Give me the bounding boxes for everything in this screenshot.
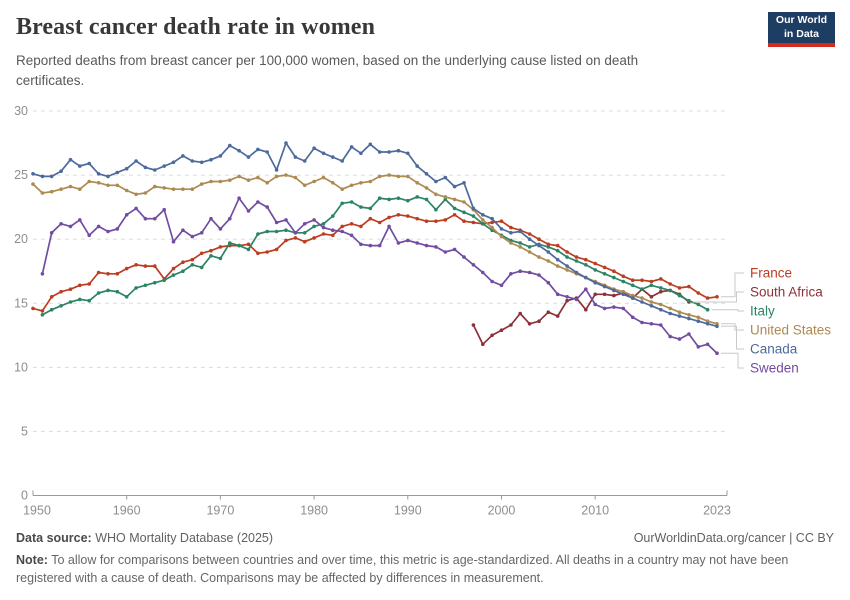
legend-connector-canada bbox=[721, 325, 744, 350]
x-tick-label: 1970 bbox=[206, 504, 234, 518]
y-tick-label: 5 bbox=[21, 424, 28, 438]
y-tick-label: 15 bbox=[14, 296, 28, 310]
series-markers-south-africa bbox=[471, 287, 691, 347]
series-line-south-africa[interactable] bbox=[472, 288, 690, 346]
owid-cc-link[interactable]: OurWorldinData.org/cancer | CC BY bbox=[633, 531, 834, 545]
data-source-text: Data source: WHO Mortality Database (202… bbox=[16, 531, 274, 545]
legend-label-south-africa[interactable]: South Africa bbox=[750, 285, 823, 300]
data-source-label: Data source: bbox=[16, 531, 92, 545]
owid-logo-line1: Our World bbox=[775, 14, 828, 27]
owid-logo[interactable]: Our World in Data bbox=[768, 12, 835, 47]
series-markers-sweden bbox=[40, 196, 719, 356]
y-tick-label: 10 bbox=[14, 360, 28, 374]
series-line-united-states[interactable] bbox=[32, 174, 718, 325]
legend-connector-italy bbox=[711, 309, 744, 312]
chart-footer: Data source: WHO Mortality Database (202… bbox=[16, 531, 834, 587]
legend-label-france[interactable]: France bbox=[750, 266, 792, 281]
legend-connector-france bbox=[721, 272, 744, 298]
x-tick-label: 2010 bbox=[581, 504, 609, 518]
legend-label-canada[interactable]: Canada bbox=[750, 342, 798, 357]
chart-subtitle: Reported deaths from breast cancer per 1… bbox=[16, 53, 639, 89]
series-markers-france bbox=[31, 213, 719, 313]
legend-connector-south-africa bbox=[692, 291, 744, 303]
legend-label-united-states[interactable]: United States bbox=[750, 323, 831, 338]
y-tick-label: 25 bbox=[14, 168, 28, 182]
legend-label-sweden[interactable]: Sweden bbox=[750, 361, 799, 376]
x-tick-label: 1960 bbox=[113, 504, 141, 518]
page-title: Breast cancer death rate in women bbox=[16, 14, 376, 40]
y-tick-label: 0 bbox=[21, 489, 28, 503]
legend-connector-sweden bbox=[721, 352, 744, 369]
y-tick-label: 20 bbox=[14, 232, 28, 246]
series-markers-canada bbox=[31, 141, 719, 329]
x-tick-label: 1980 bbox=[300, 504, 328, 518]
y-tick-label: 30 bbox=[14, 104, 28, 118]
series-markers-united-states bbox=[31, 173, 719, 326]
line-chart[interactable]: 0 5 10 15 20 25 30 1950 1960 1970 1980 1990 2000 2010… bbox=[0, 95, 850, 531]
owid-logo-line2: in Data bbox=[783, 27, 819, 40]
note-label: Note: bbox=[16, 553, 48, 567]
note-text: Note: To allow for comparisons between c… bbox=[16, 553, 789, 586]
legend-connector-united-states bbox=[721, 323, 744, 331]
series-line-canada[interactable] bbox=[32, 142, 718, 328]
x-tick-label: 2023 bbox=[703, 504, 731, 518]
legend-label-italy[interactable]: Italy bbox=[750, 304, 775, 319]
x-tick-label: 1990 bbox=[394, 504, 422, 518]
x-tick-label: 1950 bbox=[23, 504, 51, 518]
x-tick-label: 2000 bbox=[488, 504, 516, 518]
